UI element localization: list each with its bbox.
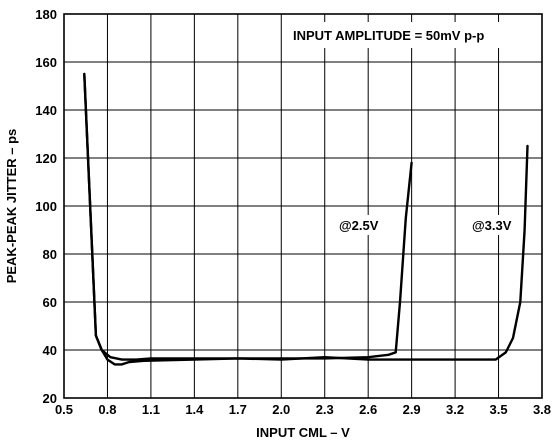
y-tick-label: 180	[35, 7, 57, 22]
y-tick-label: 140	[35, 103, 57, 118]
x-tick-label: 2.3	[316, 402, 334, 417]
x-tick-label: 2.0	[272, 402, 290, 417]
y-axis-label: PEAK-PEAK JITTER – ps	[4, 129, 19, 284]
x-tick-label: 3.5	[490, 402, 508, 417]
series-line-33V	[83, 72, 529, 366]
x-tick-label: 1.1	[142, 402, 160, 417]
y-tick-label: 120	[35, 151, 57, 166]
y-tick-label: 160	[35, 55, 57, 70]
series-label-3-3v: @3.3V	[472, 218, 512, 233]
label-33-bg	[468, 215, 514, 235]
plot-frame	[63, 13, 543, 399]
series-lines	[83, 72, 529, 366]
y-tick-label: 20	[43, 391, 57, 406]
x-tick-label: 2.9	[403, 402, 421, 417]
x-axis-label: INPUT CML – V	[256, 425, 350, 440]
x-tick-label: 0.5	[55, 402, 73, 417]
amplitude-annotation: INPUT AMPLITUDE = 50mV p-p	[293, 28, 484, 43]
x-tick-label: 1.7	[229, 402, 247, 417]
x-tick-label: 3.8	[533, 402, 551, 417]
x-tick-label: 0.8	[98, 402, 116, 417]
y-tick-label: 60	[43, 295, 57, 310]
grid-lines	[64, 14, 542, 398]
series-label-2-5v: @2.5V	[339, 218, 379, 233]
tick-labels: 0.5 0.8 1.1 1.4 1.7 2.0 2.3 2.6 2.9 3.2 3.5 3.8 20 40…	[35, 7, 551, 417]
y-tick-label: 80	[43, 247, 57, 262]
y-tick-label: 100	[35, 199, 57, 214]
x-tick-label: 2.6	[359, 402, 377, 417]
label-25-bg	[335, 215, 381, 235]
x-tick-label: 1.4	[185, 402, 204, 417]
x-tick-label: 3.2	[446, 402, 464, 417]
annotation-box	[287, 22, 533, 48]
y-tick-label: 40	[43, 343, 57, 358]
